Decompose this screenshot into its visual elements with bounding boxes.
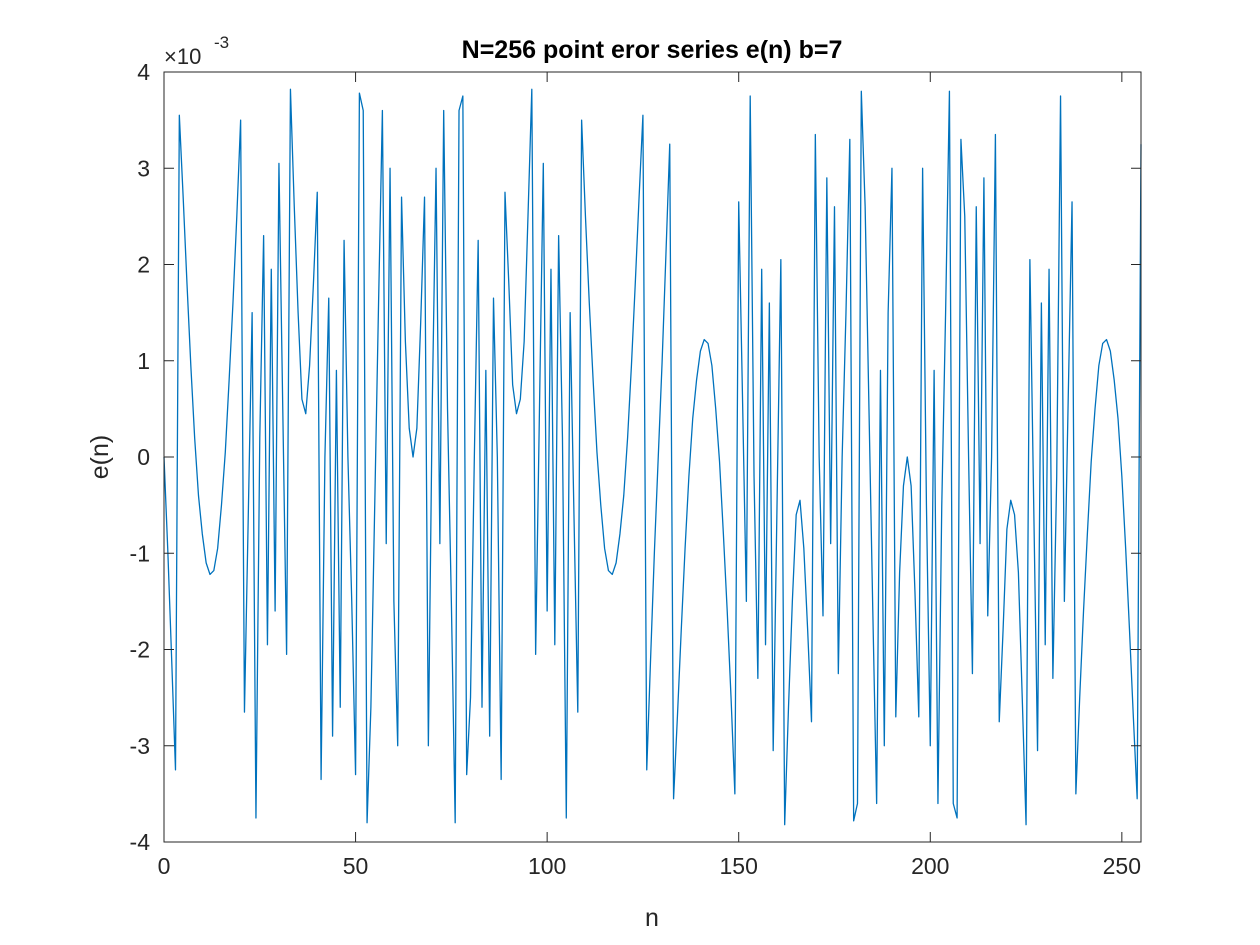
x-tick-label-3: 150 [720,853,758,879]
y-tick-label-0: -4 [130,829,151,855]
x-tick-label-1: 50 [343,853,369,879]
x-axis-label: n [645,904,659,932]
plot-area [164,72,1141,842]
axes-box [163,71,1142,843]
y-tick-label-7: 3 [137,155,150,181]
y-tick-label-4: 0 [137,444,150,470]
series-layer [163,88,1142,826]
y-tick-label-6: 2 [137,252,150,278]
series-line-0 [163,88,1142,826]
x-tick-label-5: 250 [1103,853,1141,879]
y-tick-label-1: -3 [130,733,150,759]
x-tick-label-4: 200 [911,853,949,879]
y-tick-label-2: -2 [130,637,150,663]
chart-title: N=256 point eror series e(n) b=7 [462,36,843,64]
x-tick-label-0: 0 [158,853,171,879]
y-axis-label: e(n) [86,435,114,479]
y-exponent-multiplier: ×10 [164,44,201,69]
y-tick-label-8: 4 [137,59,150,85]
y-tick-label-3: -1 [130,540,150,566]
y-exponent-power: -3 [214,33,229,52]
tick-layer: 0 50 100 150 200 250 -4 -3 -2 -1 0 1 2 3 4 [130,59,1141,879]
x-tick-label-2: 100 [528,853,566,879]
y-tick-label-5: 1 [137,348,150,374]
